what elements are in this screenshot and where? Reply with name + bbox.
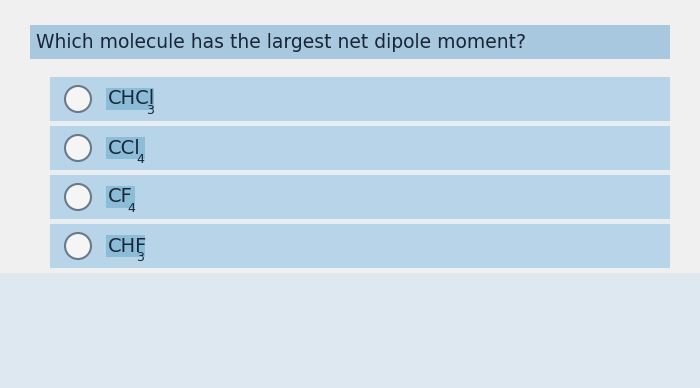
Text: 3: 3 xyxy=(136,251,144,264)
FancyBboxPatch shape xyxy=(106,137,144,159)
Text: 4: 4 xyxy=(127,202,135,215)
FancyBboxPatch shape xyxy=(106,88,154,110)
Text: CCl: CCl xyxy=(108,139,141,158)
Bar xyxy=(30,25,670,59)
FancyBboxPatch shape xyxy=(106,186,135,208)
Text: Which molecule has the largest net dipole moment?: Which molecule has the largest net dipol… xyxy=(36,33,526,52)
Bar xyxy=(50,170,670,175)
Bar xyxy=(50,121,670,126)
Text: CF: CF xyxy=(108,187,133,206)
Text: 4: 4 xyxy=(136,153,144,166)
Bar xyxy=(50,224,670,268)
Bar xyxy=(50,126,670,170)
Circle shape xyxy=(65,233,91,259)
Circle shape xyxy=(65,184,91,210)
Text: CHF: CHF xyxy=(108,237,148,256)
Bar xyxy=(50,77,670,121)
Circle shape xyxy=(65,86,91,112)
Bar xyxy=(50,175,670,219)
FancyBboxPatch shape xyxy=(106,235,144,257)
Text: 3: 3 xyxy=(146,104,154,117)
Bar xyxy=(50,219,670,224)
Text: CHCl: CHCl xyxy=(108,90,155,109)
Circle shape xyxy=(65,135,91,161)
